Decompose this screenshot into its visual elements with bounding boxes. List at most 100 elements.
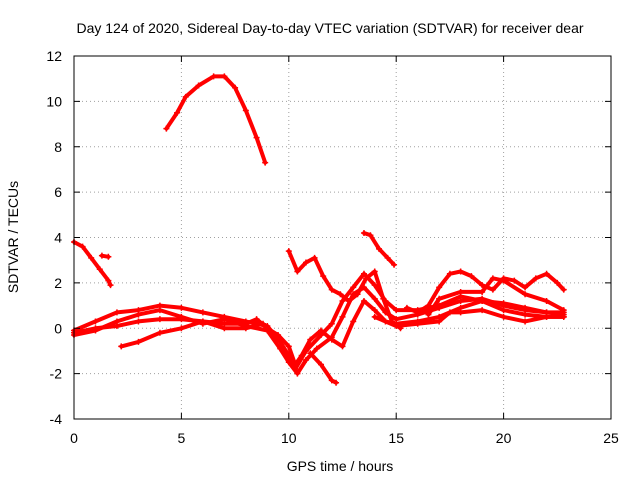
data-point [178, 325, 185, 332]
data-point [522, 284, 529, 291]
data-point [221, 325, 228, 332]
data-point [328, 286, 335, 293]
data-point [302, 357, 309, 364]
x-axis-label: GPS time / hours [287, 458, 394, 474]
data-point [182, 93, 189, 100]
data-point [113, 309, 120, 316]
data-point [446, 309, 453, 316]
data-point [107, 282, 114, 289]
data-point [92, 325, 99, 332]
data-point [253, 316, 260, 323]
data-point [391, 261, 398, 268]
data-point [489, 275, 496, 282]
data-point [371, 282, 378, 289]
data-point [425, 311, 432, 318]
data-point [178, 304, 185, 311]
data-point [242, 325, 249, 332]
data-point [253, 134, 260, 141]
x-tick-label: 0 [70, 430, 78, 446]
y-tick-label: 6 [54, 184, 62, 200]
x-tick-label: 20 [496, 430, 512, 446]
data-point [294, 268, 301, 275]
chart-title: Day 124 of 2020, Sidereal Day-to-day VTE… [76, 20, 583, 36]
data-point [376, 245, 383, 252]
y-tick-label: 10 [46, 93, 62, 109]
series-arc-6 [72, 299, 566, 367]
data-point [313, 345, 320, 352]
series-arc-5 [72, 271, 566, 372]
data-point [543, 313, 550, 320]
data-point [522, 318, 529, 325]
data-point [307, 336, 314, 343]
data-point [543, 298, 550, 305]
data-point [339, 313, 346, 320]
data-point [221, 313, 228, 320]
data-point [500, 313, 507, 320]
data-point [360, 270, 367, 277]
data-point [79, 243, 86, 250]
series-group [71, 73, 567, 386]
grid [74, 56, 611, 419]
x-tick-label: 25 [603, 430, 619, 446]
data-point [92, 318, 99, 325]
data-point [285, 343, 292, 350]
data-point [163, 125, 170, 132]
data-point [457, 309, 464, 316]
data-point [414, 309, 421, 316]
data-point [242, 107, 249, 114]
data-point [311, 254, 318, 261]
data-point [320, 273, 327, 280]
data-point [345, 298, 352, 305]
data-point [135, 307, 142, 314]
data-point [195, 82, 202, 89]
data-point [436, 302, 443, 309]
data-point [511, 277, 518, 284]
data-point [500, 300, 507, 307]
data-point [298, 352, 305, 359]
data-point [307, 350, 314, 357]
data-point [294, 370, 301, 377]
data-point [328, 336, 335, 343]
x-tick-label: 10 [281, 430, 297, 446]
data-point [479, 288, 486, 295]
data-point [105, 253, 112, 260]
data-point [268, 329, 275, 336]
y-tick-label: 8 [54, 139, 62, 155]
data-point [489, 286, 496, 293]
y-tick-label: 0 [54, 320, 62, 336]
data-point [292, 361, 299, 368]
y-axis-label: SDTVAR / TECUs [5, 181, 21, 293]
data-point [479, 298, 486, 305]
data-point [425, 302, 432, 309]
data-point [333, 379, 340, 386]
data-point [500, 277, 507, 284]
data-point [479, 307, 486, 314]
data-point [318, 361, 325, 368]
data-point [360, 298, 367, 305]
y-tick-label: -2 [50, 366, 63, 382]
data-point [360, 229, 367, 236]
data-point [532, 275, 539, 282]
data-point [339, 343, 346, 350]
data-point [457, 288, 464, 295]
data-point [367, 232, 374, 239]
data-point [457, 268, 464, 275]
data-point [318, 327, 325, 334]
data-point [88, 254, 95, 261]
series-arc-9 [308, 351, 339, 385]
data-point [384, 254, 391, 261]
data-point [436, 284, 443, 291]
data-point [380, 295, 387, 302]
data-point [199, 309, 206, 316]
data-point [393, 322, 400, 329]
data-point [522, 311, 529, 318]
data-point [262, 159, 269, 166]
data-point [156, 302, 163, 309]
data-point [174, 109, 181, 116]
series-arc-1 [72, 240, 113, 288]
y-tick-label: -4 [50, 411, 63, 427]
data-point [232, 84, 239, 91]
data-point [543, 270, 550, 277]
series-arc-3 [164, 74, 268, 165]
